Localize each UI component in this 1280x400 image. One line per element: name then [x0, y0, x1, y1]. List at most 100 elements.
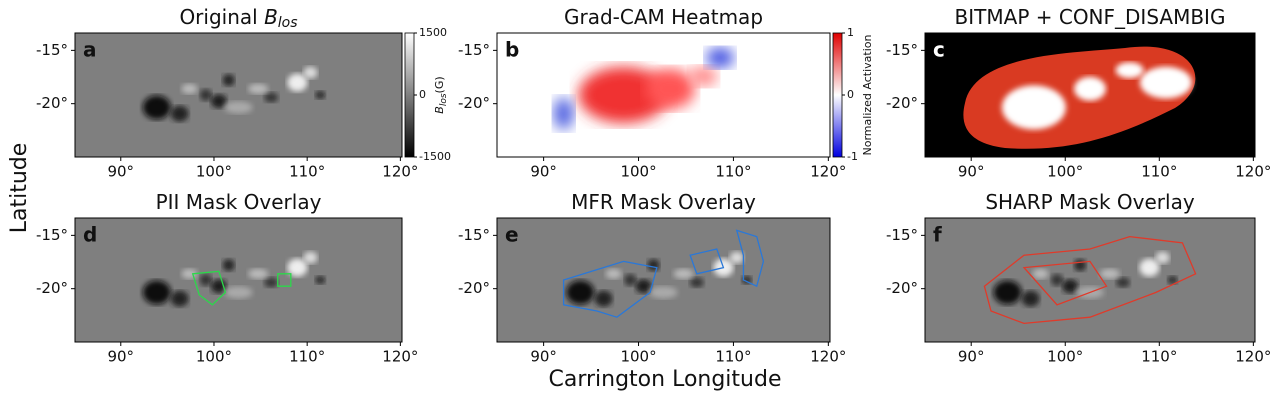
title-text: MFR Mask Overlay	[571, 190, 756, 214]
y-tick-label: -20°	[458, 94, 490, 112]
panel: PII Mask Overlay d 90° 100° 110° 120° -15° -20°	[36, 190, 418, 366]
magnetogram-feature	[1062, 279, 1079, 294]
y-tick-label: -15°	[886, 226, 918, 244]
magnetogram-feature	[199, 89, 212, 101]
panel-title: PII Mask Overlay	[156, 190, 322, 214]
magnetogram-feature	[264, 92, 279, 103]
magnetogram-feature	[1167, 276, 1178, 284]
magnetogram-feature	[224, 286, 253, 299]
colorbar-tick-label: -1500	[419, 150, 451, 163]
bitmap-blob	[1139, 66, 1192, 99]
magnetogram-feature	[1155, 251, 1170, 264]
x-tick-label: 120°	[1235, 163, 1271, 181]
magnetogram-feature	[1021, 290, 1040, 307]
magnetogram-feature	[635, 279, 652, 294]
mask-contour	[277, 273, 292, 287]
mask-contour	[562, 260, 658, 318]
title-text: BITMAP + CONF_DISAMBIG	[955, 5, 1226, 29]
panel-letter: f	[933, 223, 942, 247]
magnetogram-feature	[142, 280, 171, 305]
panel-frame	[924, 32, 1256, 158]
x-tick-label: 120°	[810, 348, 846, 366]
colorbar-scale	[404, 32, 415, 158]
x-tick-label: 100°	[1047, 348, 1083, 366]
magnetogram-feature	[1051, 274, 1063, 286]
x-tick-label: 100°	[196, 348, 232, 366]
colorbar-scale	[832, 32, 843, 158]
panel: SHARP Mask Overlay f 90° 100° 110° 120° -15° -2…	[886, 190, 1271, 366]
mask-contour	[191, 270, 227, 306]
magnetogram-feature	[729, 251, 744, 264]
magnetogram-feature	[594, 290, 613, 307]
x-tick-label: 90°	[107, 163, 134, 181]
colorbar-tick-label: 1500	[419, 26, 447, 39]
heat-blob	[706, 47, 735, 68]
image-background	[497, 218, 830, 342]
x-tick-label: 120°	[810, 163, 846, 181]
y-tick-label: -20°	[886, 94, 918, 112]
magnetogram-feature	[1074, 259, 1087, 272]
colorbar-tick-label: 0	[847, 88, 854, 101]
colorbar-tick-label: 0	[419, 88, 426, 101]
mask-contour	[983, 235, 1197, 325]
colorbar: 1500 0 -1500 Blos(G)	[404, 26, 451, 163]
panel-image	[75, 218, 402, 342]
x-tick-label: 120°	[1235, 348, 1271, 366]
bitmap-blob	[1074, 76, 1106, 101]
panel-title: SHARP Mask Overlay	[985, 190, 1195, 214]
label-subscript: los	[439, 93, 449, 106]
magnetogram-feature	[566, 280, 595, 305]
heat-blob	[689, 66, 718, 87]
heat-blob	[645, 68, 696, 109]
magnetogram-feature	[673, 268, 694, 279]
magnetogram-feature	[1099, 268, 1120, 279]
y-tick-label: -15°	[36, 41, 68, 59]
magnetogram-feature	[248, 268, 269, 279]
image-background	[75, 33, 402, 157]
x-axis-label: Carrington Longitude	[548, 367, 781, 392]
title-text: Original	[179, 5, 264, 29]
colorbar-label: Blos(G)	[433, 76, 449, 113]
mask-contour	[1022, 260, 1108, 306]
panel-title: Grad-CAM Heatmap	[564, 5, 763, 29]
magnetogram-feature	[605, 268, 622, 279]
panel: Original Blos a 90° 100° 110° 120° -15° -20°	[36, 5, 418, 181]
title-text: PII Mask Overlay	[156, 190, 322, 214]
x-tick-label: 100°	[620, 348, 656, 366]
x-tick-label: 100°	[196, 163, 232, 181]
magnetogram-feature	[170, 290, 189, 307]
colorbar-tick-label: -1	[847, 150, 858, 163]
y-tick-label: -20°	[886, 279, 918, 297]
magnetogram-feature	[1032, 268, 1049, 279]
y-tick-label: -20°	[36, 94, 68, 112]
x-tick-label: 110°	[289, 163, 325, 181]
y-tick-label: -15°	[458, 226, 490, 244]
bitmap-blob	[1001, 85, 1066, 130]
panel-image	[497, 218, 830, 342]
colorbar-label: Normalized Activation	[861, 35, 874, 156]
y-axis-label: Latitude	[7, 143, 32, 234]
label-symbol: B	[433, 106, 446, 114]
magnetogram-feature	[303, 251, 318, 264]
x-tick-label: 90°	[958, 348, 985, 366]
magnetogram-feature	[142, 95, 171, 120]
mask-contour	[735, 229, 765, 288]
panel-letter: e	[505, 223, 519, 247]
magnetogram-feature	[689, 277, 704, 288]
x-tick-label: 90°	[530, 348, 557, 366]
title-text: Grad-CAM Heatmap	[564, 5, 763, 29]
panel-frame	[496, 217, 831, 343]
x-tick-label: 90°	[107, 348, 134, 366]
y-tick-label: -15°	[458, 41, 490, 59]
magnetogram-feature	[993, 280, 1022, 305]
magnetogram-feature	[315, 91, 326, 99]
panel-frame	[74, 32, 403, 158]
title-text: SHARP Mask Overlay	[985, 190, 1195, 214]
magnetogram-feature	[649, 286, 678, 299]
panel: MFR Mask Overlay e 90° 100° 110° 120° -15° -20°	[458, 190, 846, 366]
panel-letter: b	[505, 38, 519, 62]
panel-frame	[74, 217, 403, 343]
x-tick-label: 90°	[958, 163, 985, 181]
panel-title: MFR Mask Overlay	[571, 190, 756, 214]
